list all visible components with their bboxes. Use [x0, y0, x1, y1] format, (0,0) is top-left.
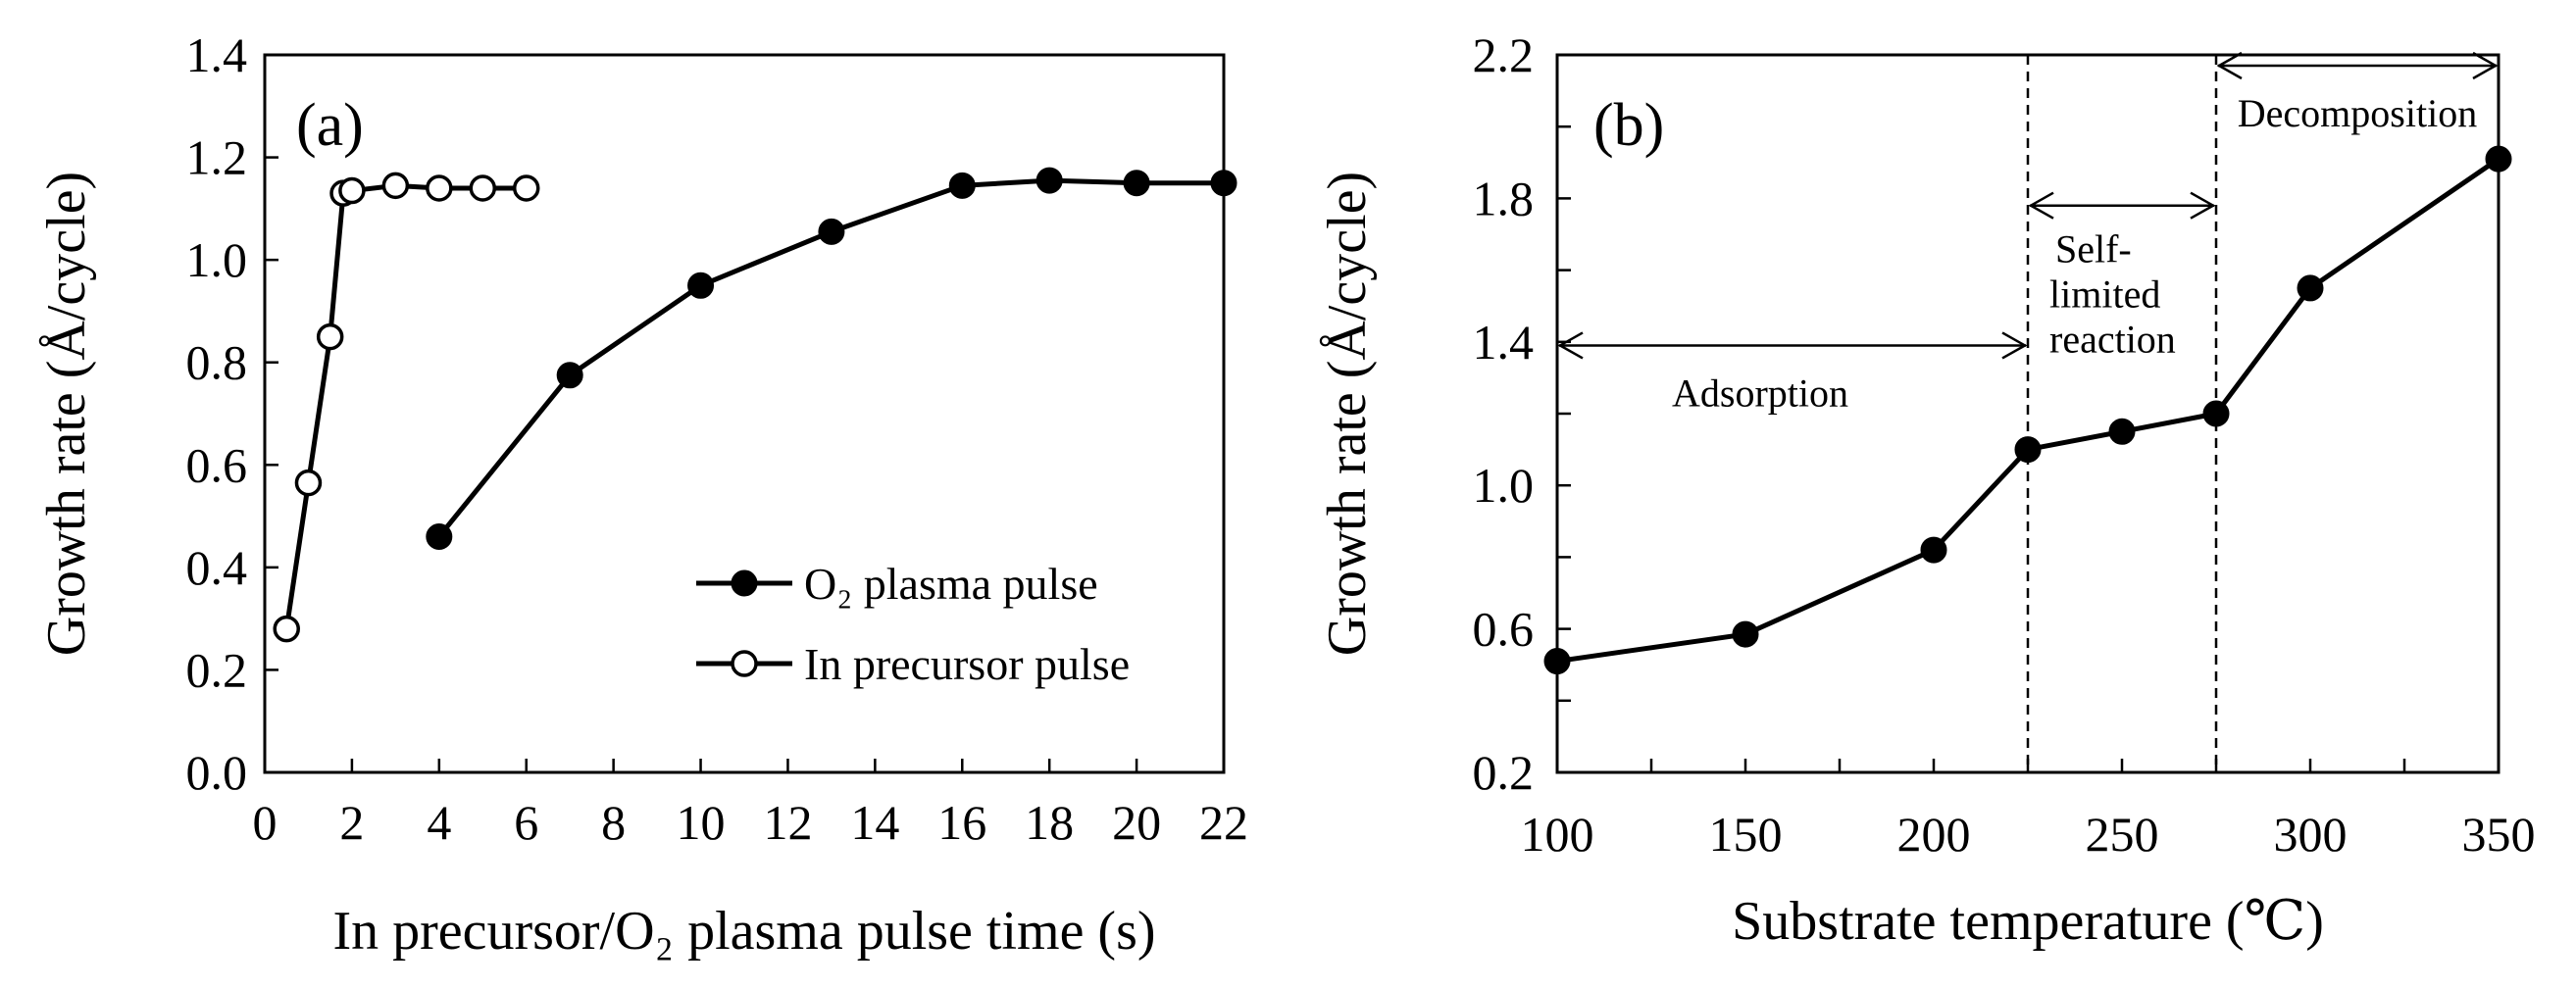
- panel-a-data-point: [1210, 170, 1237, 197]
- panel-a-y-tick-label: 1.0: [186, 232, 248, 287]
- panel-a-data-point: [469, 174, 497, 202]
- panel-a-legend-label: O₂ plasma pulse: [804, 559, 1098, 609]
- panel-b-y-tick-label: 0.2: [1473, 745, 1535, 800]
- panel-a-series-line: [436, 177, 1224, 539]
- panel-b-data-point: [2297, 274, 2324, 302]
- panel-b-y-tick-label: 1.8: [1473, 171, 1535, 225]
- panel-a-data-point: [294, 469, 323, 497]
- panel-a-data-point: [512, 174, 540, 202]
- panel-a-x-tick-label: 6: [514, 795, 538, 850]
- panel-a-x-tick-label: 20: [1112, 795, 1161, 850]
- panel-b-region-arrowhead-left: [2216, 51, 2243, 80]
- panel-a-data-point: [426, 522, 453, 550]
- panel-b-region-arrowhead-right: [2190, 191, 2216, 220]
- panel-a-x-tick-label: 4: [427, 795, 451, 850]
- panel-b-x-tick-label: 150: [1709, 807, 1783, 862]
- panel-a-legend-label: In precursor pulse: [804, 639, 1130, 689]
- panel-a-x-axis-title: In precursor/O₂ plasma pulse time (s): [332, 901, 1155, 962]
- panel-a-legend-marker: [731, 650, 758, 677]
- panel-b-region-arrowhead-right: [2001, 331, 2028, 360]
- panel-a-data-point: [273, 615, 300, 643]
- panel-b-region-label: Decomposition: [2238, 91, 2477, 135]
- panel-b-data-point: [1543, 648, 1571, 675]
- panel-a-y-tick-label: 0.0: [186, 745, 248, 800]
- panel-a-ticks: 0 2 4 6 8 10 12 14 16 18 20 22 0.0 0.2 0.4 0.6 0.8 1.0 1.2…: [186, 27, 1249, 850]
- panel-a-data-point: [1035, 167, 1063, 194]
- panel-a-y-tick-label: 0.2: [186, 642, 248, 697]
- panel-a-data-point: [338, 176, 366, 205]
- panel-a-chart: 0 2 4 6 8 10 12 14 16 18 20 22 0.0 0.2 0.4 0.6 0.8 1.0 1.2…: [36, 27, 1248, 962]
- panel-a-legend: O₂ plasma pulse In precursor pulse: [696, 559, 1130, 689]
- panel-a-data-point: [381, 172, 410, 200]
- panel-a-x-tick-label: 18: [1025, 795, 1074, 850]
- panel-a-data-point: [1123, 170, 1150, 197]
- panel-b-x-tick-label: 350: [2462, 807, 2536, 862]
- panel-b-data-point: [2014, 436, 2042, 464]
- panel-b-region-arrowhead-right: [2472, 51, 2499, 80]
- panel-b-x-tick-label: 300: [2274, 807, 2348, 862]
- panel-b-chart: 100 150 200 250 300 350 0.2 0.6 1.0 1.4 1.8 2.2 Ads…: [1317, 27, 2536, 952]
- panel-b-y-tick-label: 1.0: [1473, 458, 1535, 513]
- panel-b-region-label-line: Self-: [2055, 227, 2132, 272]
- panel-a-legend-marker: [731, 569, 758, 597]
- panel-b-region-label-line: reaction: [2049, 318, 2176, 362]
- panel-b-x-tick-label: 250: [2086, 807, 2159, 862]
- panel-a-label: (a): [296, 92, 364, 159]
- panel-b-y-tick-label: 0.6: [1473, 602, 1535, 657]
- panel-a-x-tick-label: 10: [677, 795, 726, 850]
- panel-a-data-point: [818, 218, 845, 245]
- panel-b-region-arrowhead-left: [1557, 331, 1584, 360]
- panel-a-x-tick-label: 2: [339, 795, 364, 850]
- panel-a-data-point: [948, 172, 976, 199]
- panel-b-region-arrowhead-left: [2028, 191, 2054, 220]
- panel-a-y-tick-label: 0.8: [186, 335, 248, 390]
- panel-b-data-point: [2108, 418, 2136, 445]
- panel-b-data-point: [1732, 620, 1759, 648]
- panel-b-y-tick-label: 2.2: [1473, 27, 1535, 82]
- panel-a-x-tick-label: 12: [763, 795, 812, 850]
- panel-b-series: [1543, 145, 2512, 675]
- panel-a-x-tick-label: 0: [253, 795, 278, 850]
- panel-a-x-tick-label: 14: [850, 795, 899, 850]
- panel-b-x-axis-title: Substrate temperature (℃): [1732, 891, 2324, 952]
- panel-a-y-axis-title: Growth rate (Å/cycle): [36, 172, 97, 656]
- panel-b-x-tick-label: 100: [1521, 807, 1594, 862]
- panel-a-x-tick-label: 8: [601, 795, 626, 850]
- panel-b-data-point: [2202, 400, 2230, 427]
- panel-b-data-point: [2485, 145, 2512, 173]
- panel-b-series-line: [1556, 157, 2500, 665]
- panel-b-regions: Adsorption Self-limited reaction Decomposit…: [1557, 51, 2499, 772]
- panel-a-data-point: [556, 362, 583, 389]
- panel-a-x-tick-label: 22: [1199, 795, 1248, 850]
- panel-a-data-point: [687, 272, 715, 299]
- panel-a-series-line: [283, 182, 527, 629]
- panel-a-y-tick-label: 1.4: [186, 27, 248, 82]
- panel-b-y-tick-label: 1.4: [1473, 315, 1535, 370]
- panel-a-series: [273, 167, 1237, 643]
- panel-a-data-point: [426, 174, 453, 202]
- panel-a-y-tick-label: 0.4: [186, 540, 248, 595]
- panel-b-region-label: Adsorption: [1672, 371, 1848, 415]
- panel-a-y-tick-label: 1.2: [186, 130, 248, 185]
- panel-b-ticks: 100 150 200 250 300 350 0.2 0.6 1.0 1.4 1.8 2.2: [1473, 27, 2536, 862]
- panel-b-data-point: [1920, 536, 1947, 564]
- panel-b-region-label-line: limited: [2049, 272, 2160, 317]
- panel-a-x-tick-label: 16: [937, 795, 986, 850]
- panel-b-y-axis-title: Growth rate (Å/cycle): [1317, 172, 1378, 656]
- panel-a-data-point: [316, 322, 344, 351]
- panel-b-region-label: Self-limited reaction: [2049, 227, 2176, 362]
- panel-b-x-tick-label: 200: [1897, 807, 1971, 862]
- panel-b-label: (b): [1593, 92, 1664, 159]
- panel-a-y-tick-label: 0.6: [186, 437, 248, 492]
- panel-a-plot-frame: [263, 53, 1226, 774]
